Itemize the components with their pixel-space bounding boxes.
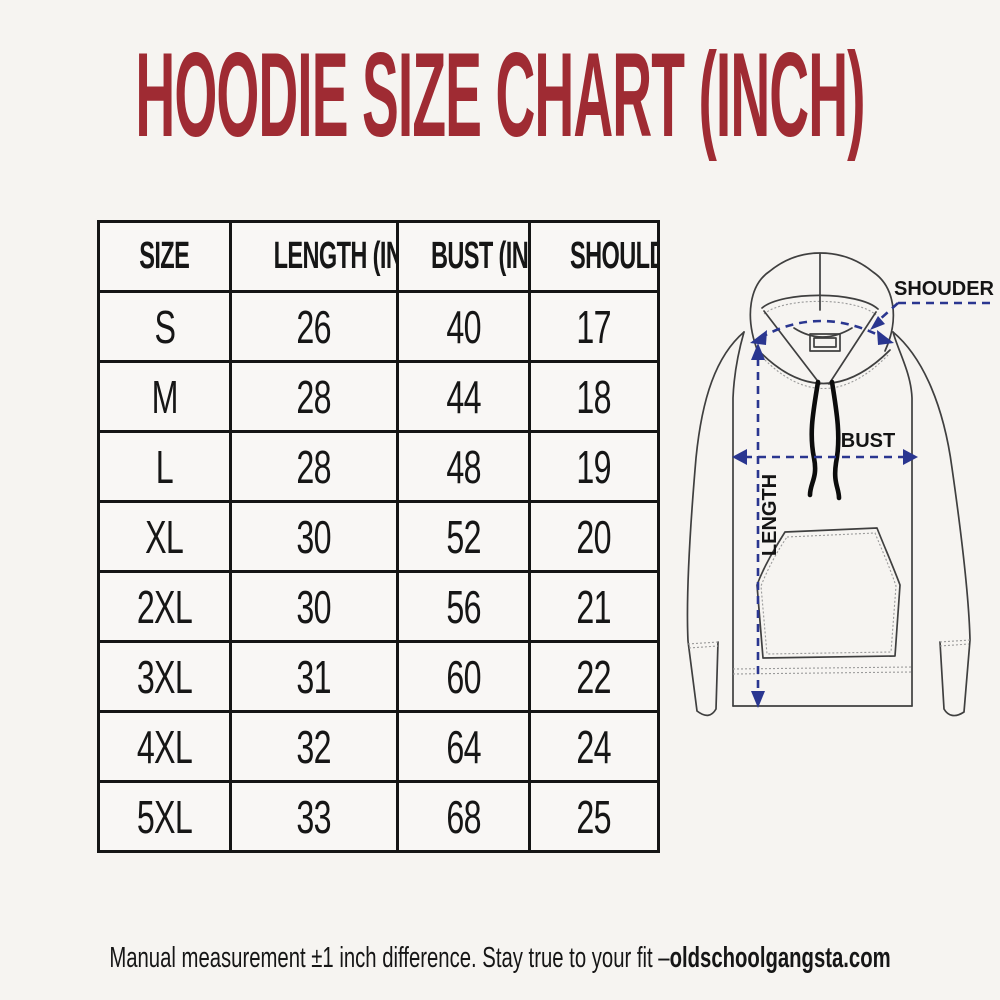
cell-value: 25 [527, 780, 661, 853]
cell-value: 22 [527, 640, 661, 713]
hoodie-diagram: SHOUDER BUST LENGTH [672, 248, 998, 768]
cell-value: 60 [396, 640, 531, 713]
table-row: 2XL 30 56 21 [97, 570, 661, 643]
shoulder-measure-arrow [750, 301, 990, 345]
cell-size: L [97, 430, 232, 503]
cell-value: 31 [228, 640, 400, 713]
cell-value: 30 [228, 570, 400, 643]
drawstrings [807, 379, 842, 501]
cell-value: 52 [396, 500, 531, 573]
cell-value: 64 [396, 710, 531, 783]
cell-value: 30 [228, 500, 400, 573]
cell-value: 28 [228, 360, 400, 433]
cell-value: 26 [228, 290, 400, 363]
table-row: 3XL 31 60 22 [97, 640, 661, 713]
table-row: M 28 44 18 [97, 360, 661, 433]
cell-value: 19 [527, 430, 661, 503]
table-row: 5XL 33 68 25 [97, 780, 661, 853]
hoodie-illustration: SHOUDER BUST LENGTH [686, 252, 995, 717]
page-title: HOODIE SIZE CHART (INCH) [135, 28, 865, 162]
length-measure-arrow [751, 343, 765, 708]
header-cell-bust-in: BUST (IN) [396, 220, 531, 293]
cell-value: 28 [228, 430, 400, 503]
table-row: S 26 40 17 [97, 290, 661, 363]
bust-measure-arrow [732, 449, 918, 465]
cell-value: 44 [396, 360, 531, 433]
cell-size: XL [97, 500, 232, 573]
cell-size: 5XL [97, 780, 232, 853]
cell-value: 20 [527, 500, 661, 573]
cell-size: 4XL [97, 710, 232, 783]
cell-value: 40 [396, 290, 531, 363]
table-row: L 28 48 19 [97, 430, 661, 503]
header-cell-shoulder: SHOULDER [527, 220, 661, 293]
cell-value: 56 [396, 570, 531, 643]
measurement-note: Manual measurement ±1 inch difference. S… [109, 942, 670, 974]
bust-label: BUST [841, 430, 895, 452]
cell-value: 17 [527, 290, 661, 363]
cell-value: 21 [527, 570, 661, 643]
length-label: LENGTH [759, 474, 781, 556]
hoodie-outline [686, 252, 971, 717]
cell-value: 68 [396, 780, 531, 853]
cell-value: 33 [228, 780, 400, 853]
footer-note: Manual measurement ±1 inch difference. S… [109, 938, 890, 978]
cell-size: 2XL [97, 570, 232, 643]
cell-value: 48 [396, 430, 531, 503]
shoulder-label: SHOUDER [894, 278, 995, 300]
cell-value: 18 [527, 360, 661, 433]
cell-value: 24 [527, 710, 661, 783]
header-cell-size: SIZE [97, 220, 232, 293]
cell-size: 3XL [97, 640, 232, 713]
table-row: XL 30 52 20 [97, 500, 661, 573]
brand-name: oldschoolgangsta.com [669, 942, 891, 974]
cell-value: 32 [228, 710, 400, 783]
cell-size: S [97, 290, 232, 363]
size-table-body: S 26 40 17 M 28 44 18 L 28 48 19 XL 30 52 20 2XL 30 56 21 3X… [97, 290, 661, 853]
table-row: 4XL 32 64 24 [97, 710, 661, 783]
header-cell-length-in: LENGTH (IN) [228, 220, 400, 293]
cell-size: M [97, 360, 232, 433]
